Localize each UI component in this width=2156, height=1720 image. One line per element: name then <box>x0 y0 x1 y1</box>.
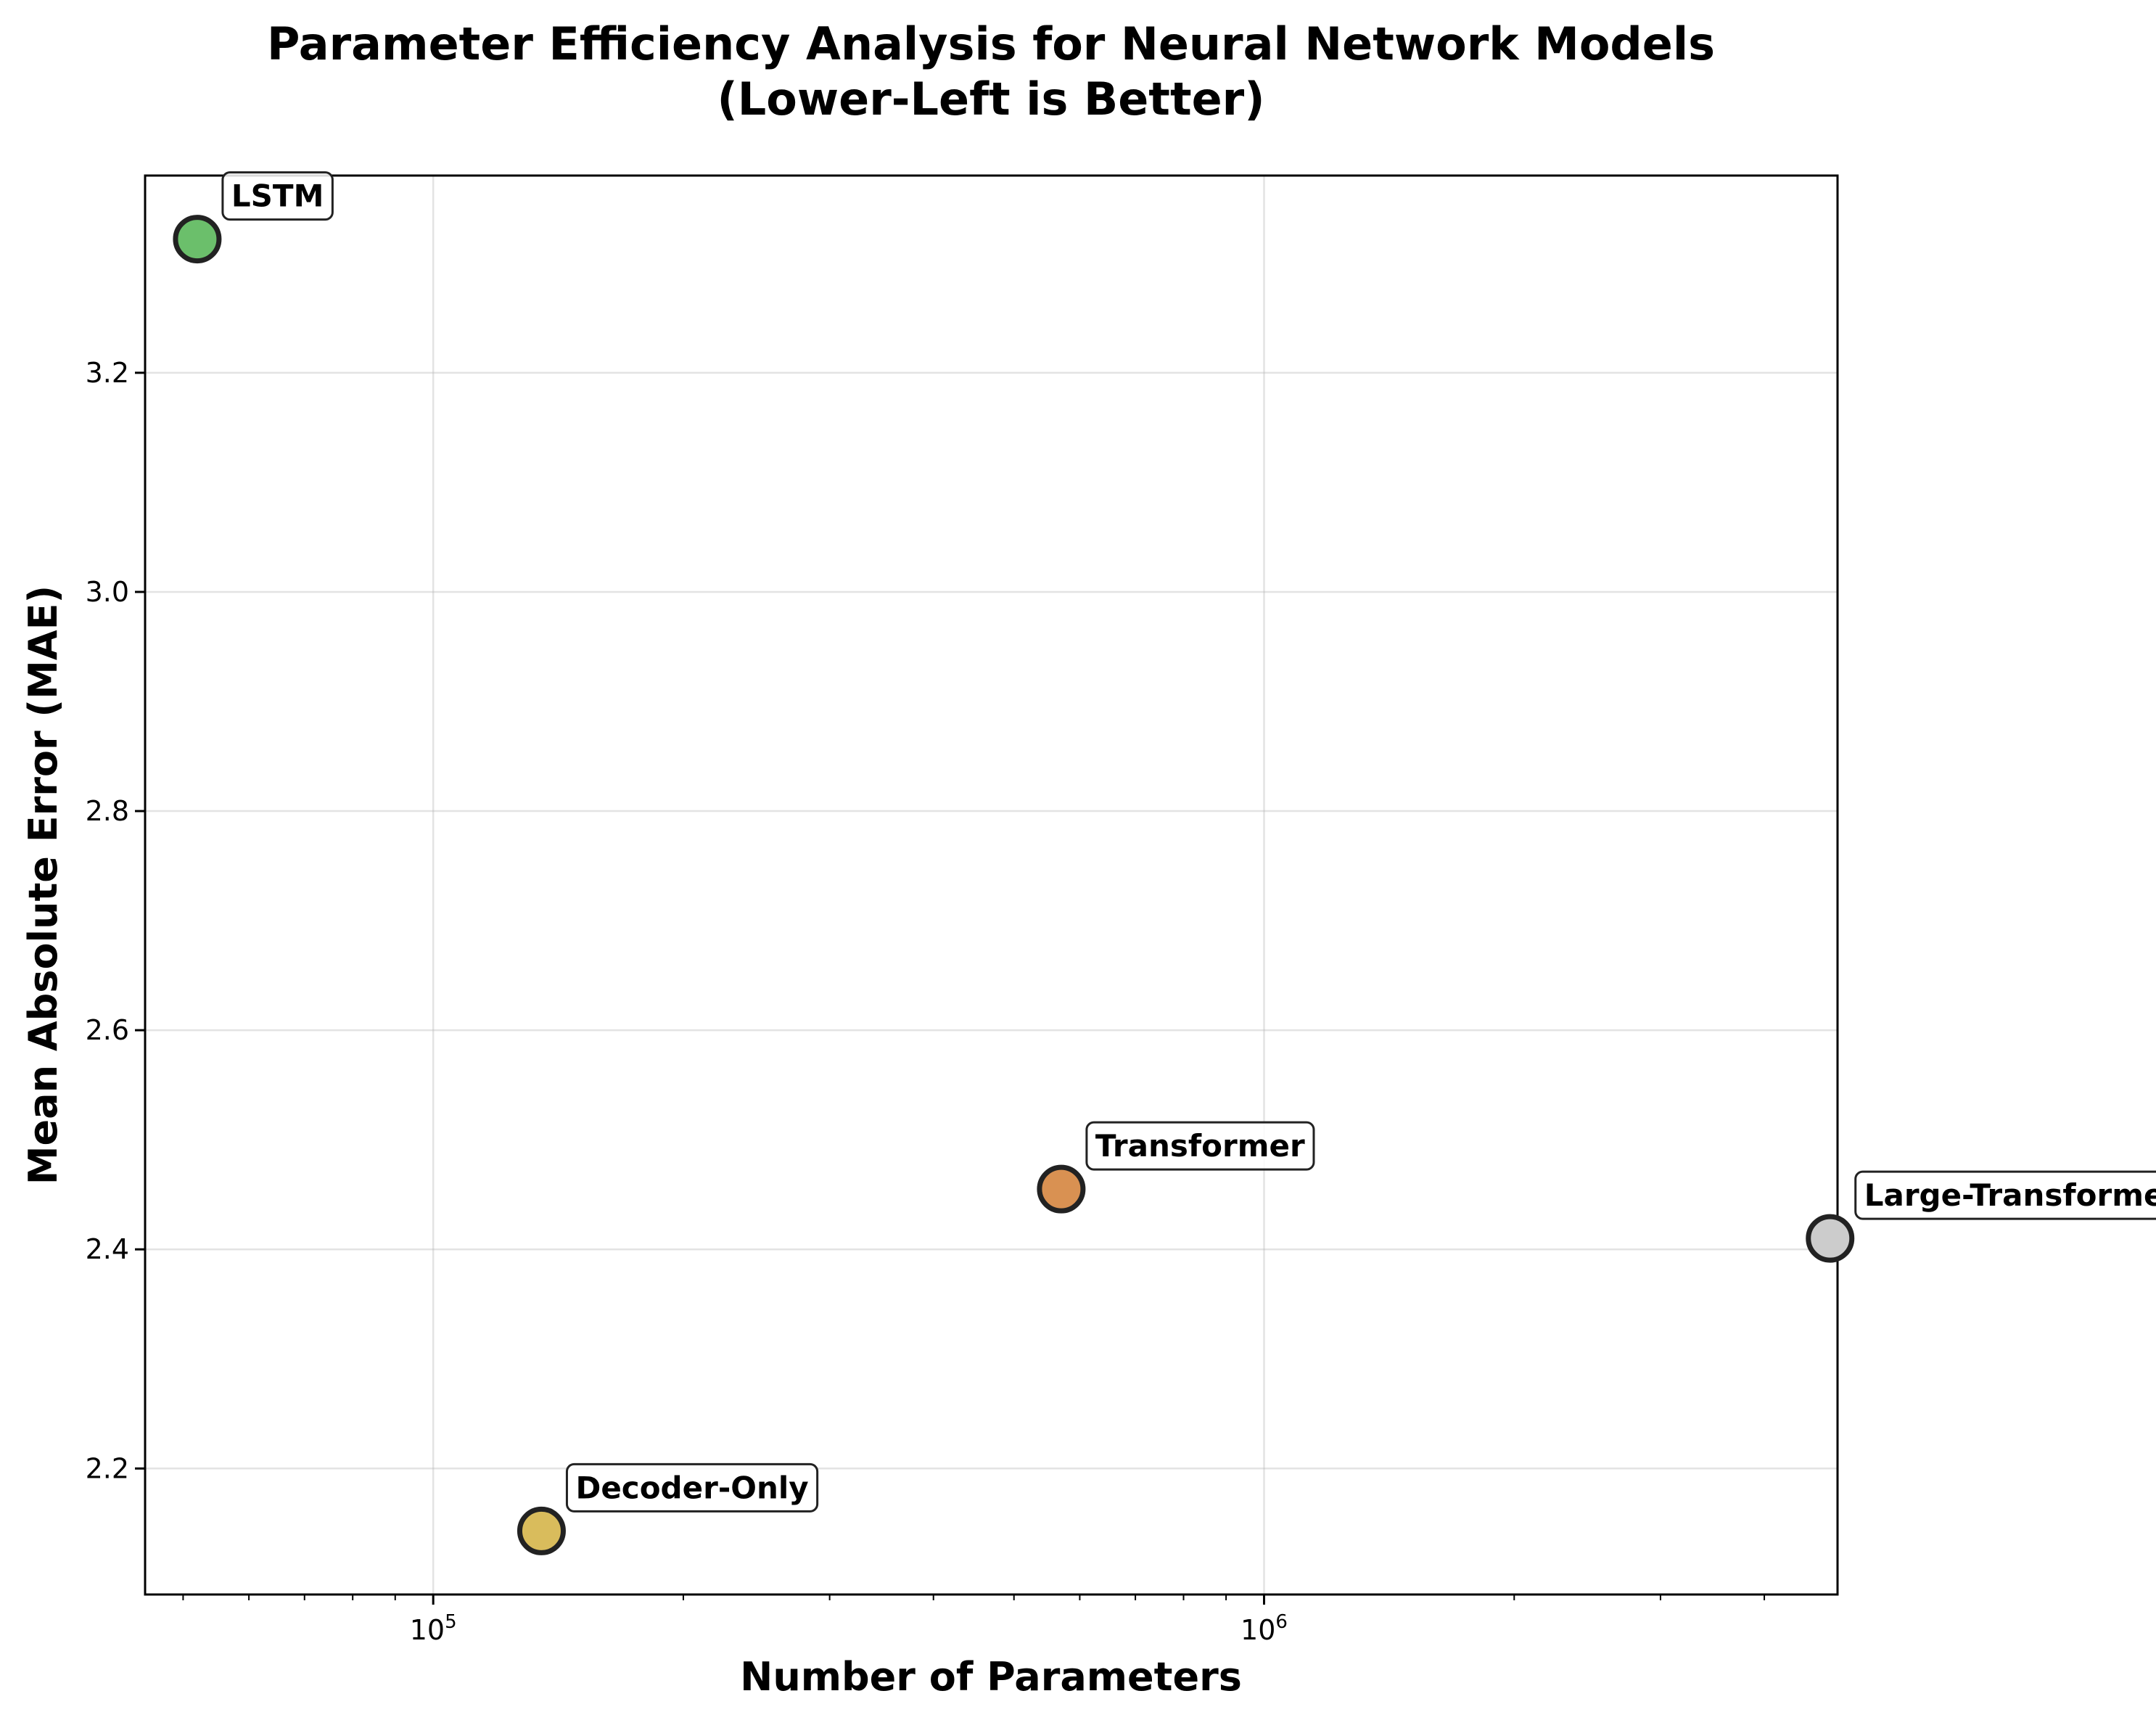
point-label-text: Decoder-Only <box>575 1470 808 1505</box>
y-tick-label: 3.0 <box>86 576 129 608</box>
x-tick-label: 105 <box>410 1611 457 1646</box>
data-point <box>517 1506 566 1555</box>
x-tick-label: 106 <box>1240 1611 1288 1646</box>
data-point <box>1037 1164 1086 1214</box>
point-label-box <box>1085 1121 1315 1171</box>
y-tick-label: 2.2 <box>86 1452 129 1484</box>
point-label-text: Large-Transformer <box>1864 1177 2156 1213</box>
point-label-box <box>221 171 334 221</box>
point-label: Large-Transformer <box>1854 1170 2156 1220</box>
point-label-text: LSTM <box>231 178 324 214</box>
plot-area-frame <box>144 174 1839 1596</box>
x-axis-label: Number of Parameters <box>740 1654 1242 1700</box>
y-tick-label: 3.2 <box>86 357 129 389</box>
point-label-box <box>1854 1170 2156 1220</box>
y-axis-ticks: 2.2 2.4 2.6 2.8 3.0 3.2 <box>86 357 145 1484</box>
point-labels: LSTM Decoder-Only Transformer Large-Transfo… <box>221 171 2156 1513</box>
point-label-text: Transformer <box>1095 1128 1305 1164</box>
chart-subtitle: (Lower-Left is Better) <box>717 73 1264 125</box>
point-label: LSTM <box>221 171 334 221</box>
y-axis-label: Mean Absolute Error (MAE) <box>20 585 66 1185</box>
x-axis-ticks: 105 106 <box>410 1595 1288 1646</box>
data-point <box>1806 1214 1855 1263</box>
data-points <box>173 215 1855 1555</box>
y-tick-label: 2.6 <box>86 1014 129 1046</box>
point-label-box <box>565 1462 819 1513</box>
y-tick-label: 2.8 <box>86 795 129 827</box>
point-label: Decoder-Only <box>565 1462 819 1513</box>
point-label: Transformer <box>1085 1121 1315 1171</box>
grid <box>145 176 1838 1595</box>
chart-title: Parameter Efficiency Analysis for Neural… <box>267 17 1715 70</box>
y-tick-label: 2.4 <box>86 1233 129 1265</box>
data-point <box>173 215 222 264</box>
